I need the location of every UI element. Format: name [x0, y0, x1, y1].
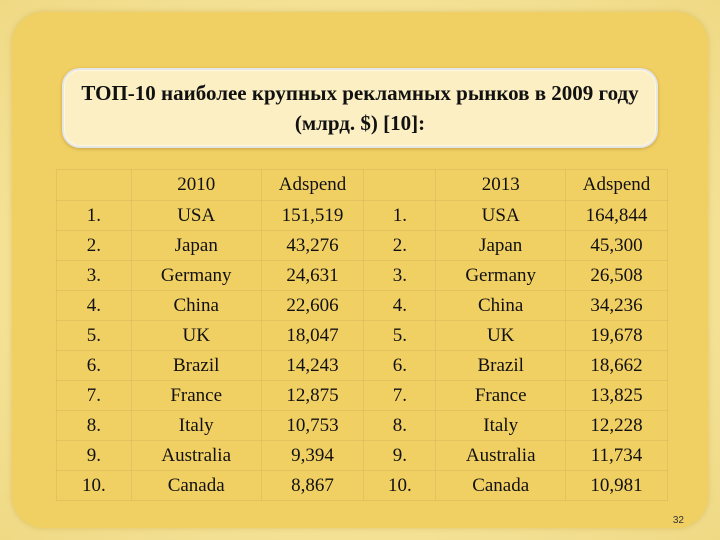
- adspend-2010-cell: 43,276: [260, 230, 365, 261]
- rank-2010-cell: 6.: [56, 350, 132, 381]
- adspend-2010-cell: 10,753: [260, 410, 365, 441]
- title-box: ТОП-10 наиболее крупных рекламных рынков…: [62, 68, 658, 148]
- country-2013-cell: Brazil: [435, 350, 567, 381]
- rank-2013-cell: 10.: [363, 470, 437, 501]
- table-row: 6. Brazil 14,243 6. Brazil 18,662: [56, 350, 668, 381]
- page-number: 32: [672, 515, 684, 526]
- header-rank-2010-cell: [56, 169, 132, 201]
- rank-2013-cell: 7.: [363, 380, 437, 411]
- country-2010-cell: UK: [130, 320, 262, 351]
- rank-2010-cell: 9.: [56, 440, 132, 471]
- country-2010-cell: Germany: [130, 260, 262, 291]
- header-country-2013-cell: 2013: [435, 169, 567, 201]
- rank-2013-cell: 9.: [363, 440, 437, 471]
- adspend-2013-cell: 19,678: [565, 320, 668, 351]
- country-2013-cell: Australia: [435, 440, 567, 471]
- country-2010-cell: China: [130, 290, 262, 321]
- country-2013-cell: Canada: [435, 470, 567, 501]
- adspend-2010-cell: 18,047: [260, 320, 365, 351]
- rank-2013-cell: 4.: [363, 290, 437, 321]
- table-row: 10. Canada 8,867 10. Canada 10,981: [56, 470, 668, 501]
- rank-2013-cell: 6.: [363, 350, 437, 381]
- country-2013-cell: UK: [435, 320, 567, 351]
- country-2013-cell: China: [435, 290, 567, 321]
- header-adspend-2013-cell: Adspend: [565, 169, 668, 201]
- adspend-2013-cell: 10,981: [565, 470, 668, 501]
- rank-2010-cell: 8.: [56, 410, 132, 441]
- country-2013-cell: Italy: [435, 410, 567, 441]
- header-country-2010-cell: 2010: [130, 169, 262, 201]
- rank-2010-cell: 3.: [56, 260, 132, 291]
- country-2013-cell: Japan: [435, 230, 567, 261]
- table-row: 2. Japan 43,276 2. Japan 45,300: [56, 230, 668, 261]
- adspend-2010-cell: 9,394: [260, 440, 365, 471]
- table-row: 7. France 12,875 7. France 13,825: [56, 380, 668, 411]
- rank-2013-cell: 8.: [363, 410, 437, 441]
- rank-2010-cell: 2.: [56, 230, 132, 261]
- table-row: 8. Italy 10,753 8. Italy 12,228: [56, 410, 668, 441]
- country-2010-cell: Australia: [130, 440, 262, 471]
- adspend-2013-cell: 11,734: [565, 440, 668, 471]
- rank-2010-cell: 7.: [56, 380, 132, 411]
- table-row: 1. USA 151,519 1. USA 164,844: [56, 200, 668, 231]
- adspend-2010-cell: 8,867: [260, 470, 365, 501]
- country-2013-cell: France: [435, 380, 567, 411]
- adspend-2010-cell: 12,875: [260, 380, 365, 411]
- table-row: 4. China 22,606 4. China 34,236: [56, 290, 668, 321]
- adspend-2010-cell: 24,631: [260, 260, 365, 291]
- adspend-2010-cell: 14,243: [260, 350, 365, 381]
- adspend-2010-cell: 22,606: [260, 290, 365, 321]
- adspend-2013-cell: 26,508: [565, 260, 668, 291]
- rank-2010-cell: 4.: [56, 290, 132, 321]
- adspend-2013-cell: 34,236: [565, 290, 668, 321]
- country-2010-cell: Italy: [130, 410, 262, 441]
- country-2010-cell: Japan: [130, 230, 262, 261]
- adspend-2010-cell: 151,519: [260, 200, 365, 231]
- rank-2013-cell: 5.: [363, 320, 437, 351]
- table-header-row: 2010 Adspend 2013 Adspend: [56, 169, 668, 201]
- slide-title: ТОП-10 наиболее крупных рекламных рынков…: [81, 81, 639, 135]
- adspend-table: 2010 Adspend 2013 Adspend 1. USA 151,519 1. USA 1…: [56, 169, 668, 501]
- header-adspend-2010-cell: Adspend: [260, 169, 365, 201]
- country-2010-cell: France: [130, 380, 262, 411]
- table-row: 3. Germany 24,631 3. Germany 26,508: [56, 260, 668, 291]
- country-2013-cell: USA: [435, 200, 567, 231]
- adspend-2013-cell: 45,300: [565, 230, 668, 261]
- table-row: 9. Australia 9,394 9. Australia 11,734: [56, 440, 668, 471]
- country-2010-cell: USA: [130, 200, 262, 231]
- rank-2010-cell: 1.: [56, 200, 132, 231]
- rank-2013-cell: 3.: [363, 260, 437, 291]
- adspend-2013-cell: 12,228: [565, 410, 668, 441]
- country-2010-cell: Canada: [130, 470, 262, 501]
- country-2013-cell: Germany: [435, 260, 567, 291]
- rank-2013-cell: 1.: [363, 200, 437, 231]
- rank-2010-cell: 5.: [56, 320, 132, 351]
- country-2010-cell: Brazil: [130, 350, 262, 381]
- table-row: 5. UK 18,047 5. UK 19,678: [56, 320, 668, 351]
- header-rank-2013-cell: [363, 169, 437, 201]
- adspend-2013-cell: 164,844: [565, 200, 668, 231]
- adspend-2013-cell: 13,825: [565, 380, 668, 411]
- rank-2010-cell: 10.: [56, 470, 132, 501]
- adspend-2013-cell: 18,662: [565, 350, 668, 381]
- rank-2013-cell: 2.: [363, 230, 437, 261]
